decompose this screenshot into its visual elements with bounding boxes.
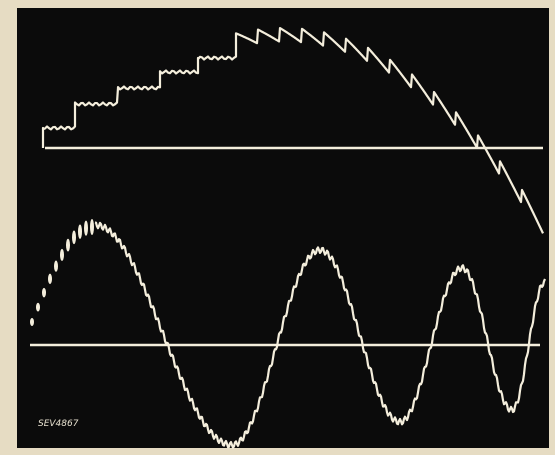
trace-dot xyxy=(90,219,94,235)
trace-dot xyxy=(30,318,34,326)
oscillogram: SEV4867 xyxy=(0,0,555,455)
trace-dot xyxy=(60,249,64,261)
trace-dot xyxy=(84,221,88,236)
plate-label: SEV4867 xyxy=(38,419,79,429)
trace-dot xyxy=(54,261,58,272)
trace-dot xyxy=(72,231,76,245)
trace-dot xyxy=(66,239,70,252)
trace-dot xyxy=(78,224,82,238)
trace-dot xyxy=(42,288,46,298)
trace-dot xyxy=(36,303,40,312)
trace-dot xyxy=(48,274,52,284)
